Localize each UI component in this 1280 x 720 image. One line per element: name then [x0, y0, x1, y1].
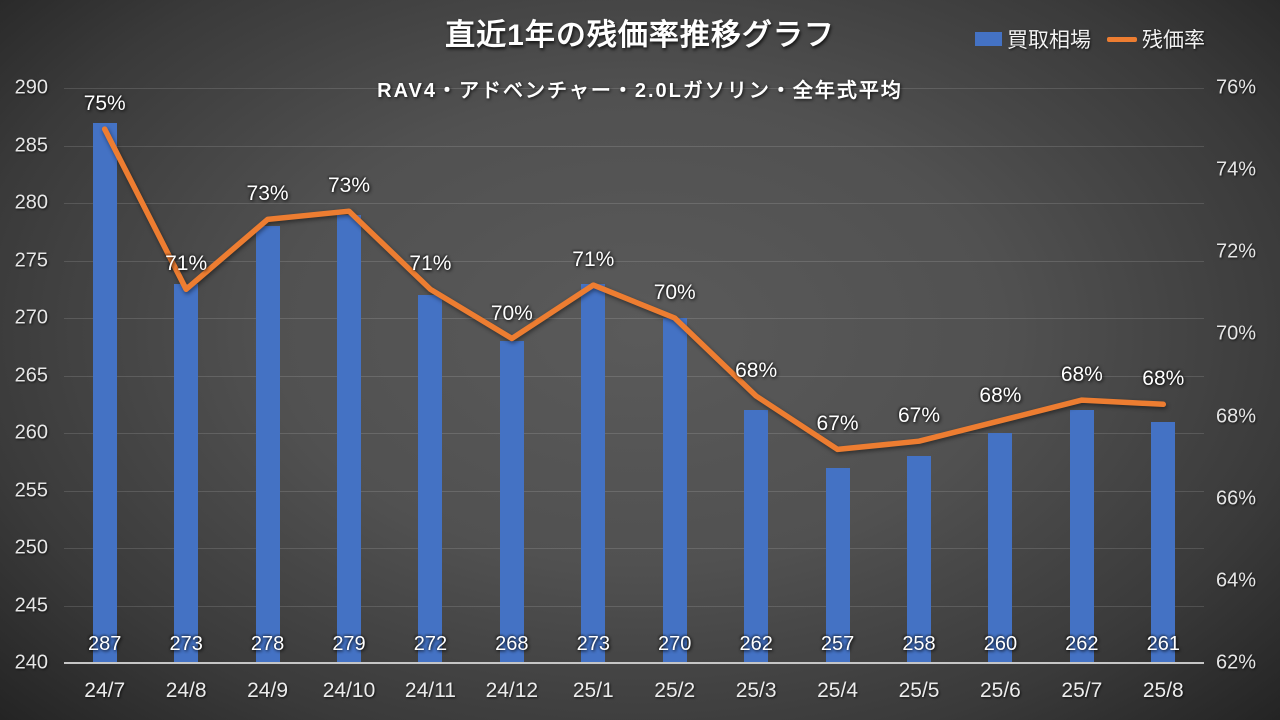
gridline-horizontal: [64, 318, 1204, 319]
gridline-horizontal: [64, 88, 1204, 89]
gridline-horizontal: [64, 260, 1204, 262]
right-axis-tick-label: 74%: [1216, 158, 1257, 181]
right-axis-tick-label: 76%: [1216, 76, 1257, 99]
line-value-label: 67%: [897, 404, 941, 428]
x-axis-label: 24/7: [84, 679, 126, 702]
line-value-label: 68%: [979, 383, 1022, 407]
gridline-horizontal: [64, 203, 1204, 204]
bar-value-label: 270: [658, 633, 692, 655]
left-axis-tick-label: 270: [14, 306, 48, 329]
right-axis-tick-label: 62%: [1216, 651, 1257, 674]
x-axis-label: 24/11: [404, 679, 456, 702]
line-value-label: 68%: [1060, 363, 1103, 387]
x-axis-label: 25/6: [979, 679, 1021, 702]
line-value-label: 70%: [490, 301, 533, 325]
legend-bar-swatch: [975, 32, 1002, 46]
bar-value-label: 262: [1065, 633, 1099, 655]
bar: [174, 283, 199, 663]
line-value-label: 73%: [246, 182, 289, 206]
chart-legend: 買取相場 残価率: [975, 24, 1205, 54]
bar-value-label: 268: [495, 633, 529, 655]
x-axis-label: 24/10: [322, 679, 376, 702]
bar-value-label: 273: [576, 633, 610, 655]
bar: [337, 214, 361, 663]
line-value-label: 71%: [572, 248, 615, 272]
bar: [92, 122, 117, 663]
bar: [499, 341, 524, 663]
bar-value-label: 261: [1146, 633, 1180, 655]
bar: [907, 456, 931, 663]
x-axis-baseline: [64, 662, 1204, 664]
bar: [825, 467, 850, 663]
left-axis-tick-label: 255: [14, 479, 48, 501]
bar: [1151, 421, 1176, 663]
chart-title: 直近1年の残価率推移グラフ: [445, 19, 835, 52]
left-axis-tick-label: 290: [14, 76, 48, 99]
gridline-horizontal: [64, 548, 1204, 549]
bar-value-label: 279: [332, 633, 366, 655]
line-value-label: 68%: [1142, 367, 1185, 391]
left-axis-tick-label: 265: [14, 364, 48, 386]
bar-value-label: 287: [88, 633, 122, 655]
bar: [418, 295, 443, 663]
right-axis-tick-label: 68%: [1216, 405, 1257, 428]
left-axis-tick-label: 240: [14, 651, 48, 674]
bar: [255, 226, 280, 663]
line-value-label: 75%: [83, 92, 126, 116]
left-axis-tick-label: 260: [14, 421, 48, 444]
legend-item-zankaritsu: 残価率: [1107, 24, 1205, 54]
bar: [581, 283, 606, 663]
left-axis-tick-label: 285: [14, 134, 48, 156]
x-axis-label: 25/8: [1142, 679, 1184, 702]
line-value-label: 68%: [735, 359, 778, 383]
bar-value-label: 278: [250, 633, 285, 655]
bar: [662, 318, 687, 663]
right-axis-tick-label: 66%: [1216, 487, 1257, 510]
right-axis-tick-label: 72%: [1216, 240, 1257, 263]
right-axis-tick-label: 70%: [1216, 322, 1257, 345]
bar-value-label: 257: [820, 633, 855, 655]
line-value-label: 71%: [165, 252, 208, 276]
legend-line-swatch: [1107, 36, 1137, 42]
bar: [1069, 410, 1094, 663]
gridline-horizontal: [64, 605, 1204, 607]
bar-value-label: 262: [739, 633, 773, 655]
gridline-horizontal: [64, 375, 1204, 377]
left-axis-tick-label: 280: [14, 191, 48, 214]
bar-value-label: 258: [902, 633, 936, 655]
x-axis-label: 24/12: [485, 679, 539, 702]
x-axis-label: 25/3: [735, 679, 777, 702]
gridline-horizontal: [64, 433, 1204, 434]
left-axis-tick-label: 245: [14, 594, 48, 616]
x-axis-label: 25/7: [1061, 679, 1103, 702]
legend-item-kaitori-souba: 買取相場: [975, 24, 1091, 54]
x-axis-label: 24/9: [247, 679, 288, 702]
x-axis-label: 25/5: [898, 679, 940, 702]
chart-subtitle: RAV4・アドベンチャー・2.0Lガソリン・全年式平均: [377, 80, 903, 102]
line-value-label: 71%: [409, 252, 452, 276]
gridline-horizontal: [64, 490, 1204, 492]
bar: [744, 410, 769, 663]
left-axis-tick-label: 250: [14, 536, 48, 559]
x-axis-label: 25/2: [654, 679, 696, 702]
x-axis-label: 25/1: [572, 679, 614, 702]
right-axis-tick-label: 64%: [1216, 569, 1257, 592]
legend-label-zankaritsu: 残価率: [1142, 29, 1205, 52]
x-axis-label: 25/4: [817, 679, 858, 702]
left-axis-tick-label: 275: [14, 249, 48, 271]
bar-value-label: 273: [169, 633, 203, 655]
bar: [988, 433, 1013, 663]
x-axis-label: 24/8: [165, 679, 207, 702]
line-value-label: 67%: [816, 412, 859, 436]
legend-label-kaitori-souba: 買取相場: [1007, 29, 1091, 52]
bar-value-label: 260: [983, 633, 1018, 655]
line-value-label: 73%: [327, 174, 371, 198]
line-value-label: 70%: [653, 281, 696, 304]
gridline-horizontal: [64, 145, 1204, 147]
bar-value-label: 272: [413, 633, 448, 655]
